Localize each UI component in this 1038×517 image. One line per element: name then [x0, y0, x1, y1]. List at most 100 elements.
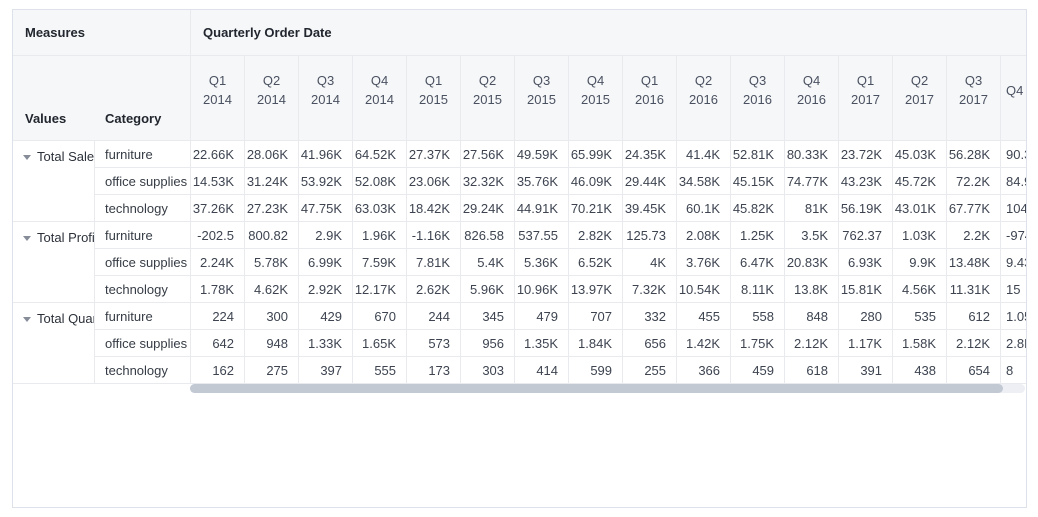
- value-cell: 3.76K: [677, 249, 732, 276]
- value-cell: 3.5K: [785, 222, 840, 249]
- values-header: Values: [13, 56, 95, 141]
- quarter-column-header: Q2 2016: [677, 56, 732, 141]
- value-cell: 23.72K: [839, 141, 894, 168]
- value-cell: 45.82K: [731, 195, 786, 222]
- value-cell: 6.93K: [839, 249, 894, 276]
- value-cell: 2.92K: [299, 276, 354, 303]
- horizontal-scrollbar-thumb[interactable]: [190, 384, 1003, 393]
- value-cell: 5.36K: [515, 249, 570, 276]
- value-cell: 1.78K: [191, 276, 246, 303]
- value-cell: 67.77K: [947, 195, 1002, 222]
- value-cell: 4K: [623, 249, 678, 276]
- value-cell: 455: [677, 303, 732, 330]
- value-cell: 34.58K: [677, 168, 732, 195]
- value-cell: 10.54K: [677, 276, 732, 303]
- value-cell: 414: [515, 357, 570, 384]
- value-cell: 6.52K: [569, 249, 624, 276]
- value-cell: 1.84K: [569, 330, 624, 357]
- column-headers-row: Values Category Q1 2014 Q2 2014 Q3 2014 Q4 2014…: [13, 56, 1026, 141]
- value-cell: 46.09K: [569, 168, 624, 195]
- value-cell: 2.08K: [677, 222, 732, 249]
- value-cell: 104.76K: [1001, 195, 1026, 222]
- value-cell: 10.96K: [515, 276, 570, 303]
- pivot-table: Measures Quarterly Order Date Values Cat…: [13, 10, 1026, 384]
- value-cell: 332: [623, 303, 678, 330]
- value-cell: 52.81K: [731, 141, 786, 168]
- table-row: technology 1.78K 4.62K 2.92K 12.17K 2.62K 5.96…: [13, 276, 1026, 303]
- quarter-column-header: Q2 2017: [893, 56, 948, 141]
- quarter-column-header: Q4 2015: [569, 56, 624, 141]
- quarter-column-header: Q3 2015: [515, 56, 570, 141]
- caret-down-icon[interactable]: [23, 317, 31, 322]
- value-cell: 64.52K: [353, 141, 408, 168]
- table-row: office supplies 14.53K 31.24K 53.92K 52.08K 2…: [13, 168, 1026, 195]
- category-cell: office supplies: [95, 168, 192, 195]
- caret-down-icon[interactable]: [23, 236, 31, 241]
- value-cell: 43.01K: [893, 195, 948, 222]
- value-cell: 1.25K: [731, 222, 786, 249]
- value-cell: 948: [245, 330, 300, 357]
- measure-cell[interactable]: Total Profit: [13, 222, 95, 303]
- value-cell: 391: [839, 357, 894, 384]
- table-row: office supplies 642 948 1.33K 1.65K 573 956 1.3…: [13, 330, 1026, 357]
- value-cell: 72.2K: [947, 168, 1002, 195]
- value-cell: 1.03K: [893, 222, 948, 249]
- value-cell: 7.59K: [353, 249, 408, 276]
- value-cell: 74.77K: [785, 168, 840, 195]
- value-cell: 18.42K: [407, 195, 462, 222]
- value-cell: 656: [623, 330, 678, 357]
- value-cell: 1.65K: [353, 330, 408, 357]
- quarter-column-header: Q3 2014: [299, 56, 354, 141]
- value-cell: 13.48K: [947, 249, 1002, 276]
- measure-cell[interactable]: Total Quantity: [13, 303, 95, 384]
- value-cell: 618: [785, 357, 840, 384]
- value-cell: 80.33K: [785, 141, 840, 168]
- value-cell: 2.2K: [947, 222, 1002, 249]
- value-cell: 4.56K: [893, 276, 948, 303]
- value-cell: 24.35K: [623, 141, 678, 168]
- value-cell: 280: [839, 303, 894, 330]
- category-cell: furniture: [95, 222, 192, 249]
- value-cell: 2.82K: [569, 222, 624, 249]
- value-cell: 1.42K: [677, 330, 732, 357]
- value-cell: 848: [785, 303, 840, 330]
- value-cell: 2.24K: [191, 249, 246, 276]
- value-cell: 28.06K: [245, 141, 300, 168]
- category-cell: office supplies: [95, 249, 192, 276]
- value-cell: 56.19K: [839, 195, 894, 222]
- table-row: Total Quantityfurniture22430042967024434…: [13, 303, 1026, 384]
- value-cell: 9.43K: [1001, 249, 1026, 276]
- value-cell: 27.23K: [245, 195, 300, 222]
- value-cell: 12.17K: [353, 276, 408, 303]
- value-cell: 20.83K: [785, 249, 840, 276]
- table-row: office supplies 2.24K 5.78K 6.99K 7.59K 7.81K…: [13, 249, 1026, 276]
- value-cell: 173: [407, 357, 462, 384]
- value-cell: 35.76K: [515, 168, 570, 195]
- value-cell: 43.23K: [839, 168, 894, 195]
- caret-down-icon[interactable]: [23, 155, 31, 160]
- value-cell: 537.55: [515, 222, 570, 249]
- value-cell: 70.21K: [569, 195, 624, 222]
- measure-label: Total Quantity: [37, 311, 94, 326]
- table-row: Total Profit furniture -202.5 800.82 2.9K 1.9…: [13, 222, 1026, 303]
- value-cell: 8: [1001, 357, 1026, 384]
- value-cell: 224: [191, 303, 246, 330]
- value-cell: 642: [191, 330, 246, 357]
- measure-cell[interactable]: Total Sales: [13, 141, 95, 222]
- category-header: Category: [95, 56, 192, 141]
- value-cell: 15.81K: [839, 276, 894, 303]
- quarter-column-header: Q1 2016: [623, 56, 678, 141]
- value-cell: 14.53K: [191, 168, 246, 195]
- measures-header: Measures: [13, 10, 192, 56]
- value-cell: 275: [245, 357, 300, 384]
- value-cell: 654: [947, 357, 1002, 384]
- value-cell: 670: [353, 303, 408, 330]
- value-cell: 29.44K: [623, 168, 678, 195]
- value-cell: 7.81K: [407, 249, 462, 276]
- value-cell: 8.11K: [731, 276, 786, 303]
- value-cell: 2.12K: [785, 330, 840, 357]
- value-cell: 37.26K: [191, 195, 246, 222]
- value-cell: 81K: [785, 195, 840, 222]
- horizontal-scrollbar[interactable]: [190, 384, 1025, 393]
